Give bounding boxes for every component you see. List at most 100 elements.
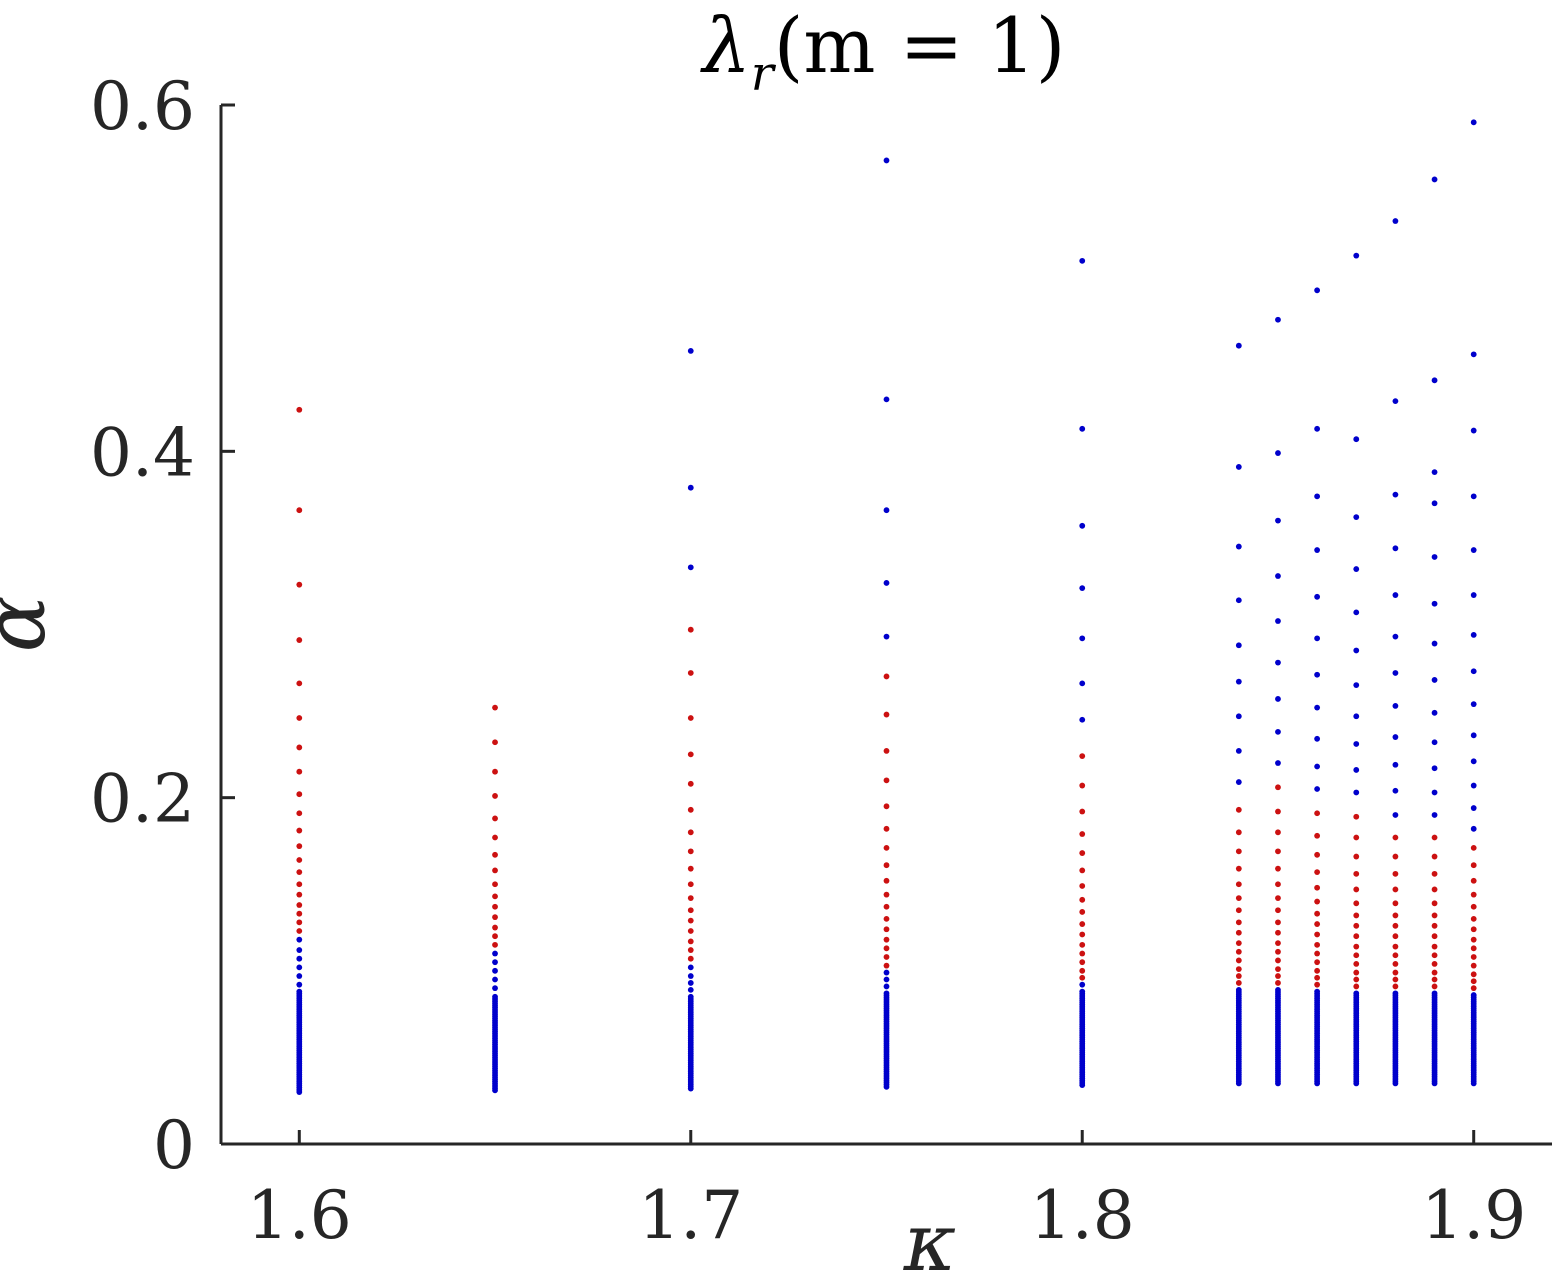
point-red (1353, 961, 1360, 967)
point-red (1392, 922, 1399, 929)
point-blue (1470, 992, 1477, 998)
point-red (492, 941, 498, 948)
point-red (1431, 922, 1438, 929)
point-blue (1314, 786, 1321, 792)
point-blue (1314, 287, 1321, 294)
y-ticks: 0 0.2 0.4 0.6 (90, 68, 235, 1184)
axes (219, 105, 1552, 1146)
point-red (1431, 961, 1438, 967)
point-red (883, 711, 890, 718)
point-blue (883, 969, 890, 976)
point-blue (1392, 702, 1399, 709)
point-blue (1470, 805, 1477, 811)
point-blue (1431, 990, 1438, 997)
point-red (296, 810, 303, 817)
point-red (1275, 919, 1281, 926)
point-red (1314, 967, 1321, 974)
point-red (492, 924, 498, 931)
point-red (1353, 952, 1360, 959)
point-red (1470, 978, 1477, 985)
point-blue (1079, 981, 1086, 988)
point-blue (1353, 741, 1360, 747)
point-blue (296, 947, 303, 953)
point-blue (1353, 990, 1360, 997)
point-blue (1353, 514, 1360, 521)
x-tick-label: 1.9 (1421, 1177, 1526, 1254)
point-red (1431, 853, 1438, 860)
point-red (1470, 891, 1477, 898)
point-blue (1314, 735, 1321, 742)
point-blue (1353, 789, 1360, 796)
point-blue (1314, 425, 1321, 432)
point-red (1275, 865, 1281, 872)
point-blue (1431, 812, 1438, 818)
point-red (1431, 969, 1438, 976)
point-blue (1392, 812, 1399, 818)
point-red (1470, 926, 1477, 933)
point-blue (1470, 493, 1477, 500)
point-blue (1275, 760, 1281, 766)
point-red (687, 751, 694, 758)
point-red (1431, 933, 1438, 940)
point-red (492, 867, 498, 874)
point-blue (492, 967, 498, 974)
point-blue (1392, 592, 1399, 598)
point-blue (1470, 547, 1477, 553)
point-red (1314, 851, 1321, 858)
point-red (883, 936, 890, 943)
point-red (1275, 907, 1281, 914)
point-red (296, 843, 303, 850)
point-red (296, 869, 303, 876)
point-red (1314, 810, 1321, 817)
point-red (1353, 900, 1360, 907)
point-red (1235, 919, 1242, 926)
point-blue (1275, 316, 1281, 323)
point-red (1275, 895, 1281, 902)
point-red (687, 865, 694, 872)
point-red (1079, 941, 1086, 948)
point-blue (492, 993, 498, 1000)
point-red (1431, 834, 1438, 841)
point-red (1470, 936, 1477, 943)
point-red (492, 815, 498, 822)
point-blue (687, 964, 694, 971)
point-blue (1275, 696, 1281, 702)
point-blue (883, 990, 890, 997)
point-red (1353, 983, 1360, 990)
point-red (1392, 912, 1399, 919)
point-red (883, 903, 890, 910)
point-red (296, 715, 303, 721)
point-red (1392, 886, 1399, 893)
point-red (687, 947, 694, 953)
point-red (1353, 922, 1360, 929)
point-blue (883, 580, 890, 586)
point-red (1314, 832, 1321, 839)
point-red (1470, 945, 1477, 952)
point-red (1314, 869, 1321, 876)
point-red (492, 893, 498, 900)
point-red (296, 680, 303, 687)
point-blue (1235, 342, 1242, 349)
point-red (1235, 848, 1242, 855)
point-blue (1235, 597, 1242, 604)
point-red (1431, 943, 1438, 950)
point-blue (687, 980, 694, 986)
point-blue (1431, 739, 1438, 746)
point-blue (883, 396, 890, 403)
point-blue (1235, 464, 1242, 470)
point-blue (1470, 701, 1477, 708)
point-blue (1431, 469, 1438, 476)
point-blue (687, 484, 694, 491)
point-red (687, 806, 694, 813)
point-blue (1392, 218, 1399, 224)
point-red (296, 581, 303, 588)
point-red (687, 626, 694, 633)
point-blue (1353, 566, 1360, 572)
point-red (1079, 850, 1086, 856)
point-red (1470, 915, 1477, 922)
point-red (687, 938, 694, 945)
point-red (1314, 950, 1321, 957)
point-red (296, 744, 303, 751)
point-red (1079, 831, 1086, 837)
point-blue (1353, 713, 1360, 720)
